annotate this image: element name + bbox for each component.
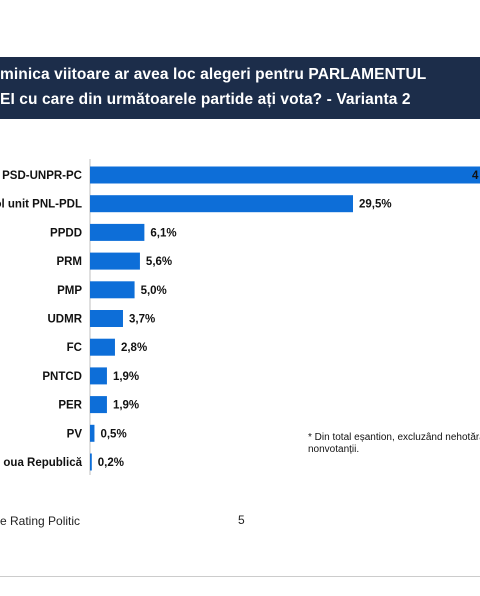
category-label: FC xyxy=(67,342,82,354)
category-label: PPDD xyxy=(50,227,82,239)
bar xyxy=(90,396,107,414)
category-label: PNTCD xyxy=(42,371,82,383)
bar xyxy=(90,281,135,299)
data-label: 5,6% xyxy=(146,256,172,268)
bar xyxy=(90,367,107,385)
category-label: UDMR xyxy=(48,314,83,326)
footnote: * Din total eșantion, excluzând nehotărâ… xyxy=(308,432,480,456)
category-label: ol unit PNL-PDL xyxy=(0,199,82,211)
category-label: PER xyxy=(58,400,82,412)
bottom-divider xyxy=(0,576,480,577)
data-label: 6,1% xyxy=(150,227,176,239)
data-label: 5,0% xyxy=(141,285,167,297)
slide-title-line-2: EI cu care din următoarele partide ați v… xyxy=(0,91,411,108)
category-label: oua Republică xyxy=(3,457,82,469)
data-label: 4 xyxy=(472,170,479,182)
footnote-line-2: nonvotanții. xyxy=(308,444,360,455)
top-band xyxy=(0,0,480,46)
data-label: 1,9% xyxy=(113,371,139,383)
data-label: 29,5% xyxy=(359,199,392,211)
data-label: 1,9% xyxy=(113,400,139,412)
bar xyxy=(90,310,123,327)
bar xyxy=(90,166,480,184)
category-label: PMP xyxy=(57,285,82,297)
slide-title-bar: minica viitoare ar avea loc alegeri pent… xyxy=(0,57,480,119)
bar xyxy=(90,195,353,213)
bar xyxy=(90,338,115,356)
data-label: 2,8% xyxy=(121,342,147,354)
data-label: 0,2% xyxy=(98,457,124,469)
footer-source: e Rating Politic xyxy=(0,514,81,528)
category-label: PSD-UNPR-PC xyxy=(2,170,82,182)
bar xyxy=(90,252,140,270)
category-label: PV xyxy=(67,428,83,440)
category-label: PRM xyxy=(56,256,82,268)
bar xyxy=(90,453,92,471)
bar xyxy=(90,223,145,241)
footnote-line-1: * Din total eșantion, excluzând nehotărâ… xyxy=(308,432,480,443)
data-label: 3,7% xyxy=(129,314,155,326)
page-number: 5 xyxy=(238,513,245,527)
slide-title-line-1: minica viitoare ar avea loc alegeri pent… xyxy=(0,66,427,83)
bar-chart: PSD-UNPR-PC 4 ol unit PNL-PDL 29,5% PPDD 6,1%… xyxy=(0,159,480,475)
bar xyxy=(90,424,95,442)
data-label: 0,5% xyxy=(100,428,126,440)
